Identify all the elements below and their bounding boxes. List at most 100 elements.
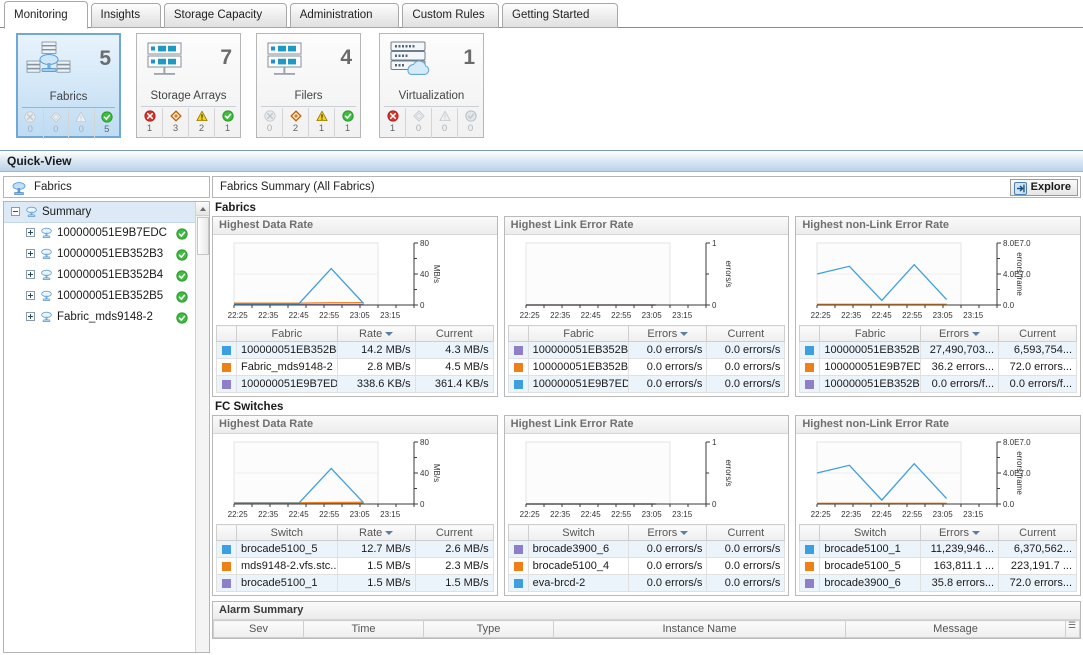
tab-storage-capacity[interactable]: Storage Capacity — [163, 3, 287, 28]
column-header[interactable]: Rate — [336, 524, 416, 541]
column-header[interactable]: Errors — [628, 325, 708, 342]
table-row[interactable]: brocade5100_5 12.7 MB/s 2.6 MB/s — [216, 540, 494, 558]
table-row[interactable]: 100000051EB352B3 14.2 MB/s 4.3 MB/s — [216, 341, 494, 359]
tree-expander-plus-icon[interactable] — [26, 291, 35, 300]
table-row[interactable]: brocade5100_1 11,239,946... 6,370,562... — [799, 540, 1078, 558]
column-header[interactable]: Current — [998, 325, 1078, 342]
severity-cell-critical[interactable]: 1 — [380, 108, 406, 138]
severity-cell-ok[interactable]: 0 — [458, 108, 483, 138]
chart-xtick-label: 22:55 — [319, 311, 340, 320]
dashboard-card-fabrics[interactable]: 5 Fabrics 0 0 0 5 — [16, 33, 121, 139]
severity-cell-major[interactable]: 0 — [406, 108, 432, 138]
severity-cell-warning[interactable]: 1 — [309, 108, 335, 138]
column-header[interactable]: Errors — [920, 524, 1000, 541]
severity-cell-critical[interactable]: 0 — [257, 108, 283, 138]
table-row[interactable]: 100000051E9B7EDC 338.6 KB/s 361.4 KB/s — [216, 375, 494, 393]
column-header[interactable] — [799, 524, 821, 541]
metric-value-cell: 2.8 MB/s — [336, 358, 416, 376]
column-header[interactable]: Fabric — [527, 325, 630, 342]
severity-cell-warning[interactable]: 0 — [432, 108, 458, 138]
column-header[interactable] — [507, 325, 529, 342]
dashboard-card-filers[interactable]: 4 Filers 0 2 1 1 — [256, 33, 361, 138]
column-header[interactable]: Rate — [336, 325, 416, 342]
series-color-swatch — [805, 379, 815, 389]
table-row[interactable]: 100000051EB352B4 0.0 errors/f... 0.0 err… — [799, 375, 1078, 393]
alarm-column-header[interactable]: Sev — [213, 620, 304, 638]
tree-expander-plus-icon[interactable] — [26, 270, 35, 279]
table-row[interactable]: 100000051E9B7EDC 36.2 errors... 72.0 err… — [799, 358, 1078, 376]
severity-cell-warning[interactable]: 2 — [189, 108, 215, 138]
scroll-thumb[interactable] — [197, 217, 209, 255]
severity-cell-major[interactable]: 2 — [283, 108, 309, 138]
column-header[interactable]: Fabric — [236, 325, 338, 342]
dashboard-card-virtualization[interactable]: 1 Virtualization 1 0 0 0 — [379, 33, 484, 138]
column-header[interactable]: Current — [706, 325, 786, 342]
metric-value-cell: 0.0 errors/s — [628, 540, 708, 558]
alarm-column-header[interactable]: Instance Name — [553, 620, 846, 638]
series-swatch-cell — [507, 557, 529, 575]
card-count: 7 — [220, 46, 232, 69]
table-row[interactable]: mds9148-2.vfs.stc... 1.5 MB/s 2.3 MB/s — [216, 557, 494, 575]
column-header[interactable]: Switch — [236, 524, 338, 541]
column-header[interactable] — [216, 325, 237, 342]
alarm-column-header[interactable]: Type — [423, 620, 554, 638]
tab-administration[interactable]: Administration — [289, 3, 400, 28]
tree-row-fabric[interactable]: 100000051E9B7EDC — [4, 223, 209, 244]
column-header[interactable]: Current — [706, 524, 786, 541]
table-row[interactable]: brocade3900_6 0.0 errors/s 0.0 errors/s — [507, 540, 786, 558]
tab-monitoring[interactable]: Monitoring — [4, 1, 88, 29]
tree-row-summary[interactable]: Summary — [4, 202, 209, 223]
column-header[interactable] — [799, 325, 821, 342]
tree-expander-minus-icon[interactable] — [11, 207, 20, 216]
column-header[interactable]: Switch — [527, 524, 630, 541]
table-row[interactable]: 100000051EB352B3 27,490,703... 6,593,754… — [799, 341, 1078, 359]
table-row[interactable]: brocade3900_6 35.8 errors... 72.0 errors… — [799, 574, 1078, 592]
table-row[interactable]: eva-brcd-2 0.0 errors/s 0.0 errors/s — [507, 574, 786, 592]
severity-cell-critical[interactable]: 1 — [137, 108, 163, 138]
tree-row-fabric[interactable]: 100000051EB352B5 — [4, 286, 209, 307]
table-row[interactable]: 100000051E9B7EDC 0.0 errors/s 0.0 errors… — [507, 375, 786, 393]
column-header[interactable]: Errors — [920, 325, 1000, 342]
column-header[interactable]: Current — [414, 524, 494, 541]
column-header[interactable]: Current — [414, 325, 494, 342]
severity-cell-ok[interactable]: 5 — [95, 109, 120, 139]
explore-button[interactable]: Explore — [1009, 179, 1078, 196]
column-header[interactable]: Switch — [819, 524, 922, 541]
severity-cell-major[interactable]: 0 — [44, 109, 69, 139]
column-header[interactable] — [216, 524, 237, 541]
table-row[interactable]: brocade5100_4 0.0 errors/s 0.0 errors/s — [507, 557, 786, 575]
table-row[interactable]: Fabric_mds9148-2 2.8 MB/s 4.5 MB/s — [216, 358, 494, 376]
alarm-column-header[interactable]: Time — [303, 620, 424, 638]
table-row[interactable]: brocade5100_5 163,811.1 ... 223,191.7 ..… — [799, 557, 1078, 575]
tree-expander-plus-icon[interactable] — [26, 249, 35, 258]
tree-row-fabric[interactable]: 100000051EB352B3 — [4, 244, 209, 265]
tab-getting-started[interactable]: Getting Started — [502, 3, 619, 28]
severity-count: 0 — [78, 124, 84, 135]
chart-ytick-label: 8.0E7.0 — [1003, 438, 1031, 447]
alarm-column-header[interactable]: Message — [845, 620, 1066, 638]
dashboard-card-storage-arrays[interactable]: 7 Storage Arrays 1 3 2 1 — [136, 33, 241, 138]
tab-insights[interactable]: Insights — [90, 3, 161, 28]
severity-cell-ok[interactable]: 1 — [215, 108, 240, 138]
table-row[interactable]: brocade5100_1 1.5 MB/s 1.5 MB/s — [216, 574, 494, 592]
scroll-up-arrow-icon[interactable] — [196, 202, 209, 216]
tree-row-fabric[interactable]: Fabric_mds9148-2 — [4, 307, 209, 328]
column-header[interactable] — [507, 524, 529, 541]
table-row[interactable]: 100000051EB352B4 0.0 errors/s 0.0 errors… — [507, 341, 786, 359]
tab-custom-rules[interactable]: Custom Rules — [402, 3, 499, 28]
tree-row-fabric[interactable]: 100000051EB352B4 — [4, 265, 209, 286]
tree-expander-plus-icon[interactable] — [26, 312, 35, 321]
column-header[interactable]: Fabric — [819, 325, 922, 342]
column-header[interactable]: Errors — [628, 524, 708, 541]
fabrics-selector[interactable]: Fabrics — [3, 176, 210, 198]
severity-cell-major[interactable]: 3 — [163, 108, 189, 138]
table-row[interactable]: 100000051EB352B3 0.0 errors/s 0.0 errors… — [507, 358, 786, 376]
series-swatch-cell — [216, 557, 237, 575]
tree-expander-plus-icon[interactable] — [26, 228, 35, 237]
severity-cell-critical[interactable]: 0 — [18, 109, 44, 139]
tree-scrollbar[interactable] — [195, 202, 209, 652]
alarm-column-menu-icon[interactable] — [1065, 620, 1080, 638]
severity-cell-ok[interactable]: 1 — [335, 108, 360, 138]
severity-cell-warning[interactable]: 0 — [69, 109, 95, 139]
column-header[interactable]: Current — [998, 524, 1078, 541]
